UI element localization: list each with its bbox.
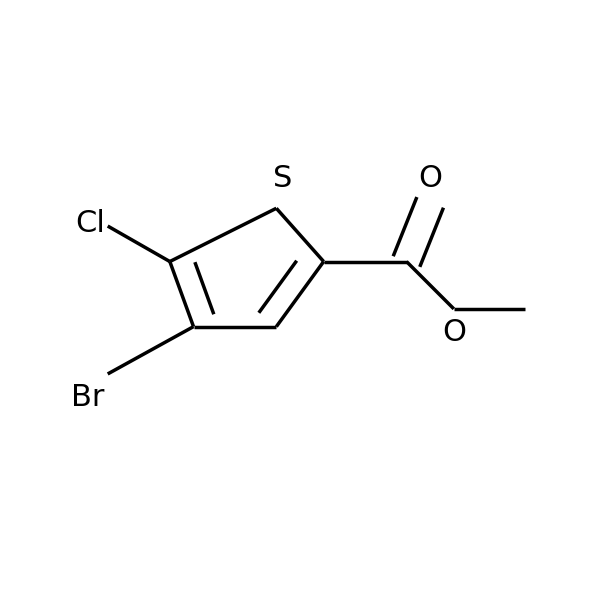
Text: O: O bbox=[418, 164, 442, 193]
Text: S: S bbox=[272, 164, 292, 193]
Text: O: O bbox=[442, 318, 466, 347]
Text: Cl: Cl bbox=[75, 209, 105, 238]
Text: Br: Br bbox=[71, 383, 105, 412]
